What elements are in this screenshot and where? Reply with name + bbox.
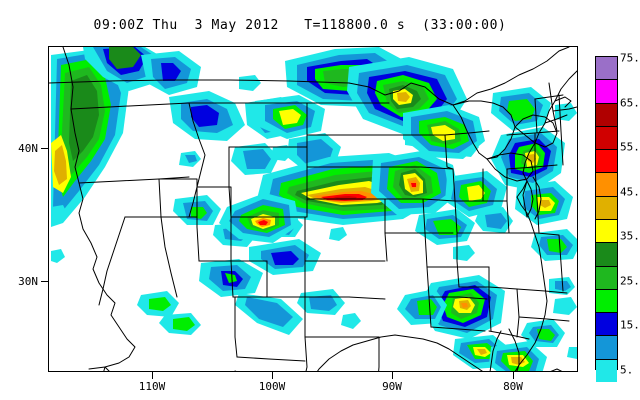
axis-label-lon-110w: 110W	[138, 380, 166, 393]
colorbar-band-30	[596, 266, 617, 290]
axis-label-lon-90w: 90W	[382, 380, 402, 393]
colorbar-band-45	[596, 196, 617, 220]
colorbar-band-70	[596, 80, 617, 104]
map-panel	[48, 46, 578, 372]
tick-lat-40n	[41, 148, 48, 149]
map-canvas	[49, 47, 577, 371]
colorbar-band-40	[596, 219, 617, 244]
colorbar-band-55	[596, 150, 617, 174]
axis-label-lat-40n: 40N	[18, 142, 38, 155]
colorbar-tick-label: 65.	[620, 96, 640, 110]
echo-desert-southwest	[137, 239, 361, 335]
map-boundaries-layer	[49, 47, 577, 371]
tick-lat-30n	[41, 281, 48, 282]
colorbar-band-20	[596, 313, 617, 337]
colorbar-band-10	[596, 359, 617, 382]
colorbar-band-50	[596, 173, 617, 197]
tick-lon-80w	[513, 372, 514, 379]
axis-label-lat-30n: 30N	[18, 275, 38, 288]
colorbar-band-15	[596, 336, 617, 360]
radar-reflectivity-layer	[51, 47, 577, 371]
tick-lon-90w	[392, 372, 393, 379]
axis-label-lon-80w: 80W	[503, 380, 523, 393]
colorbar-tick-label: 45.	[620, 185, 640, 199]
colorbar-band-35	[596, 243, 617, 267]
colorbar-tick-label: 15.	[620, 318, 640, 332]
colorbar-band-25	[596, 289, 617, 314]
colorbar-band-60	[596, 126, 617, 151]
echo-upper-midwest	[255, 47, 485, 159]
echo-gulf-coast	[397, 275, 511, 369]
tick-lon-110w	[152, 372, 153, 379]
echo-scattered-cells	[51, 75, 347, 263]
colorbar-band-65	[596, 103, 617, 127]
colorbar-tick-label: 55.	[620, 140, 640, 154]
colorbar	[595, 56, 618, 382]
colorbar-band-75	[596, 57, 617, 81]
colorbar-tick-label: 35.	[620, 229, 640, 243]
colorbar-tick-label: 5.	[620, 363, 634, 377]
colorbar-tick-label: 25.	[620, 274, 640, 288]
axis-label-lon-100w: 100W	[258, 380, 286, 393]
tick-lon-100w	[272, 372, 273, 379]
figure-title: 09:00Z Thu 3 May 2012 T=118800.0 s (33:0…	[93, 18, 507, 33]
colorbar-tick-label: 75.	[620, 51, 640, 65]
